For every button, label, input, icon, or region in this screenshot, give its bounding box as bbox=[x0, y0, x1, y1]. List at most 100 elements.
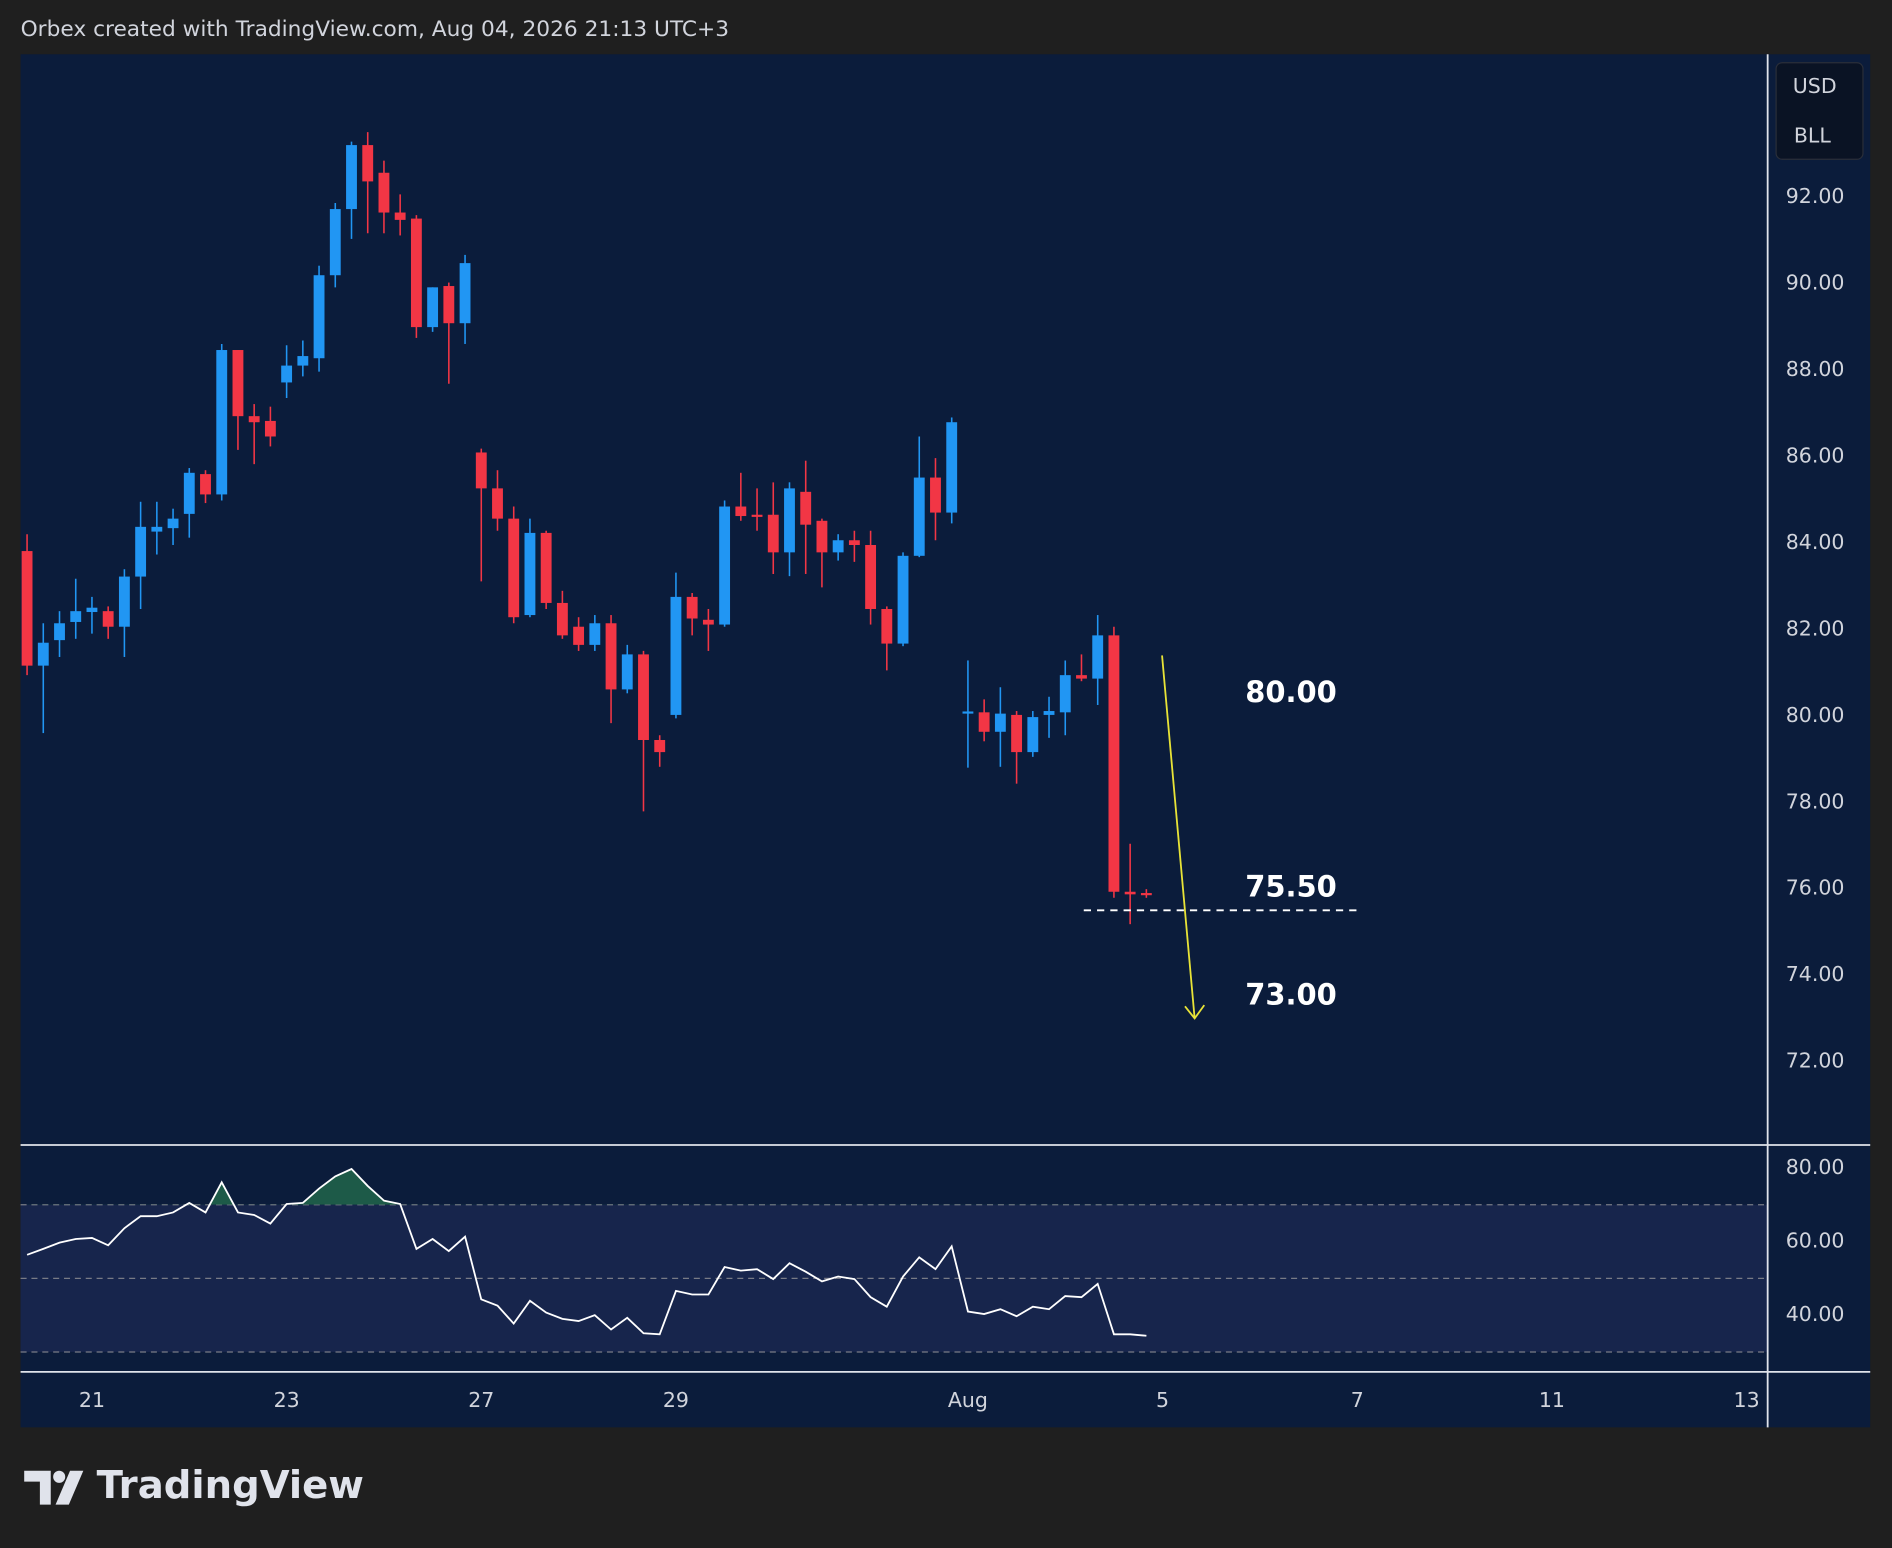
candle-body bbox=[524, 532, 536, 616]
candle-body bbox=[70, 611, 82, 622]
candle-body bbox=[962, 711, 974, 714]
candle-body bbox=[37, 642, 49, 666]
candle-body bbox=[492, 488, 503, 519]
candle-body bbox=[994, 713, 1006, 732]
candle-body bbox=[329, 209, 341, 276]
candle-body bbox=[297, 356, 309, 366]
y-tick-label: 84.00 bbox=[1786, 530, 1845, 554]
candle-body bbox=[346, 145, 357, 210]
candle-body bbox=[1140, 893, 1152, 896]
candle-body bbox=[1043, 711, 1055, 715]
rsi-overbought-fill bbox=[186, 1169, 401, 1205]
candle-body bbox=[118, 576, 130, 627]
y-tick-label: 74.00 bbox=[1786, 962, 1845, 986]
candle-body bbox=[913, 477, 925, 556]
candle-body bbox=[800, 491, 812, 525]
candle-body bbox=[1092, 635, 1104, 679]
candle-body bbox=[784, 488, 795, 553]
y-tick-label: 72.00 bbox=[1786, 1049, 1845, 1073]
brand-name: TradingView bbox=[97, 1463, 364, 1508]
candle-body bbox=[1076, 675, 1087, 679]
y-tick-label: 82.00 bbox=[1786, 616, 1845, 640]
x-tick-label: Aug bbox=[948, 1388, 988, 1412]
x-tick-label: 21 bbox=[79, 1388, 105, 1412]
candle-body bbox=[719, 506, 731, 625]
y-tick-label: 88.00 bbox=[1786, 357, 1845, 381]
candle-body bbox=[654, 739, 666, 753]
candle-body bbox=[232, 350, 244, 417]
candle-body bbox=[151, 526, 163, 532]
candle-body bbox=[200, 474, 211, 495]
rsi-tick-label: 60.00 bbox=[1786, 1229, 1845, 1253]
candle-body bbox=[930, 477, 941, 513]
candle-body bbox=[281, 365, 293, 383]
x-tick-label: 7 bbox=[1351, 1388, 1364, 1412]
rsi-tick-label: 80.00 bbox=[1786, 1155, 1845, 1179]
candle-body bbox=[459, 263, 471, 324]
candle-body bbox=[264, 420, 276, 437]
candle-body bbox=[248, 416, 260, 423]
candle-body bbox=[508, 518, 520, 618]
y-tick-label: 76.00 bbox=[1786, 876, 1845, 900]
candle-body bbox=[556, 602, 568, 636]
header: Orbex created with TradingView.com, Aug … bbox=[21, 17, 729, 42]
currency-box bbox=[1775, 62, 1864, 160]
candle-body bbox=[21, 551, 33, 666]
y-tick-label: 80.00 bbox=[1786, 703, 1845, 727]
y-tick-label: 92.00 bbox=[1786, 184, 1845, 208]
y-tick-label: 90.00 bbox=[1786, 270, 1845, 294]
candle-body bbox=[832, 540, 844, 553]
x-tick-label: 11 bbox=[1539, 1388, 1565, 1412]
arrow-head bbox=[1184, 1004, 1206, 1020]
candle-body bbox=[475, 452, 487, 489]
candle-body bbox=[378, 172, 390, 213]
candle-body bbox=[848, 540, 860, 546]
level-label: 80.00 bbox=[1245, 675, 1337, 709]
candle-body bbox=[394, 212, 406, 220]
arrow-shaft bbox=[1161, 655, 1196, 1019]
candle-body bbox=[589, 623, 601, 645]
candle-body bbox=[135, 526, 147, 577]
x-tick-label: 13 bbox=[1734, 1388, 1760, 1412]
candle-body bbox=[54, 623, 65, 641]
candle-body bbox=[362, 145, 374, 182]
candle-body bbox=[605, 623, 617, 690]
y-tick-label: 86.00 bbox=[1786, 443, 1845, 467]
candle-body bbox=[1027, 717, 1039, 753]
level-label: 75.50 bbox=[1245, 870, 1337, 904]
candle-body bbox=[686, 596, 698, 619]
level-label: 73.00 bbox=[1245, 978, 1337, 1012]
candle-body bbox=[540, 532, 552, 603]
candle-body bbox=[102, 611, 114, 627]
candle-body bbox=[978, 712, 990, 732]
candle-body bbox=[573, 626, 585, 645]
candle-body bbox=[313, 275, 325, 359]
candle-body bbox=[751, 514, 763, 517]
candle-body bbox=[443, 286, 455, 324]
currency-label: USD bbox=[1793, 74, 1837, 98]
candle-body bbox=[702, 619, 714, 625]
candle-body bbox=[881, 608, 893, 644]
candle-body bbox=[183, 472, 195, 514]
rsi-line bbox=[26, 1167, 1147, 1337]
candle-body bbox=[621, 654, 633, 690]
candle-body bbox=[816, 520, 828, 553]
candle-body bbox=[410, 218, 422, 328]
candle-body bbox=[946, 422, 958, 513]
candle-body bbox=[1059, 675, 1071, 713]
candle-body bbox=[427, 287, 439, 328]
candle-body bbox=[897, 555, 909, 644]
currency-label: BLL bbox=[1794, 123, 1831, 147]
x-tick-label: 29 bbox=[663, 1388, 689, 1412]
x-tick-label: 27 bbox=[468, 1388, 494, 1412]
candle-body bbox=[735, 506, 747, 517]
candle-body bbox=[1108, 635, 1120, 892]
candle-body bbox=[1124, 891, 1136, 895]
candle-body bbox=[865, 545, 877, 609]
brand-logo bbox=[24, 1470, 84, 1505]
candle-body bbox=[670, 596, 682, 715]
y-tick-label: 78.00 bbox=[1786, 789, 1845, 813]
candle-body bbox=[1011, 714, 1023, 753]
